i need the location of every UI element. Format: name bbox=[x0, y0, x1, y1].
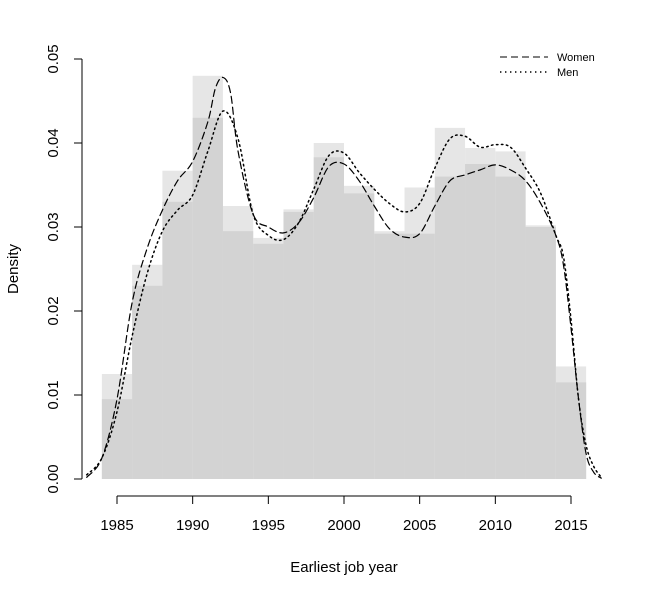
x-tick-label-2010: 2010 bbox=[479, 517, 512, 534]
density-line-men bbox=[85, 110, 603, 479]
legend: Women Men bbox=[500, 52, 595, 79]
density-curves bbox=[85, 76, 603, 479]
histogram-bar-men-3 bbox=[192, 117, 223, 480]
legend-men-label: Men bbox=[557, 67, 578, 79]
x-tick-label-1990: 1990 bbox=[176, 517, 209, 534]
histogram-bar-men-1 bbox=[132, 285, 163, 479]
histogram-bar-men-11 bbox=[434, 176, 466, 479]
histogram-bar-men-4 bbox=[222, 231, 254, 479]
histogram-bar-men-8 bbox=[344, 193, 375, 479]
x-tick-label-1995: 1995 bbox=[252, 517, 285, 534]
y-tick-label-0.02: 0.02 bbox=[45, 296, 62, 325]
y-axis-title: Density bbox=[5, 243, 22, 294]
y-axis-ticks: 0.00 0.01 0.02 0.03 0.04 0.05 bbox=[45, 44, 82, 494]
histogram-bar-men-15 bbox=[555, 382, 587, 479]
legend-women-label: Women bbox=[557, 52, 595, 64]
x-axis-ticks: 1985 1990 1995 2000 2005 2010 2015 bbox=[100, 496, 588, 534]
y-tick-label-0.05: 0.05 bbox=[45, 44, 62, 73]
x-tick-label-1985: 1985 bbox=[100, 517, 133, 534]
histogram-bar-men-5 bbox=[253, 243, 284, 479]
histogram-bar-men-6 bbox=[283, 211, 314, 479]
histogram-bar-men-12 bbox=[465, 164, 496, 479]
histogram-bar-men-7 bbox=[313, 157, 344, 479]
histogram-bar-men-9 bbox=[374, 233, 405, 479]
y-tick-label-0.01: 0.01 bbox=[45, 380, 62, 409]
histogram-bars bbox=[101, 75, 587, 480]
histogram-bar-men-2 bbox=[162, 201, 193, 480]
y-tick-label-0.00: 0.00 bbox=[45, 464, 62, 493]
y-tick-label-0.04: 0.04 bbox=[45, 128, 62, 157]
y-tick-label-0.03: 0.03 bbox=[45, 212, 62, 241]
histogram-bar-men-10 bbox=[404, 233, 435, 479]
histogram-bar-men-13 bbox=[495, 176, 526, 479]
x-tick-label-2000: 2000 bbox=[327, 517, 360, 534]
histogram-bar-men-14 bbox=[525, 227, 556, 479]
x-tick-label-2005: 2005 bbox=[403, 517, 436, 534]
x-axis-title: Earliest job year bbox=[290, 559, 398, 576]
x-tick-label-2015: 2015 bbox=[554, 517, 587, 534]
density-line-women bbox=[86, 76, 602, 479]
